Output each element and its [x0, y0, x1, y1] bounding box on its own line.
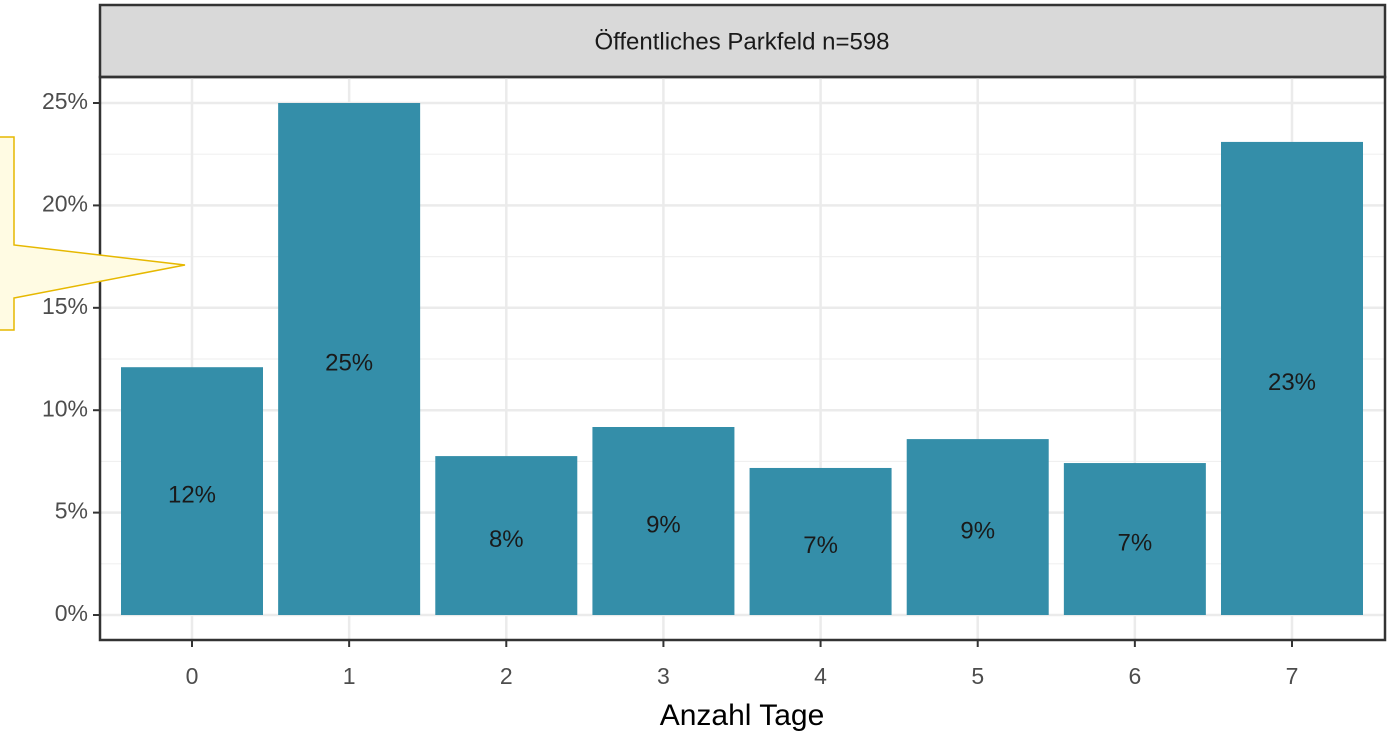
y-tick-label: 0%: [55, 600, 88, 626]
x-tick-label: 3: [657, 663, 670, 689]
bar: [278, 103, 421, 616]
bar: [1063, 463, 1206, 616]
y-tick-label: 15%: [42, 293, 88, 319]
bar: [592, 427, 735, 616]
x-tick-label: 4: [814, 663, 827, 689]
callout: [0, 136, 186, 331]
bar: [1221, 141, 1363, 616]
bar: [749, 467, 892, 616]
x-tick-label: 6: [1128, 663, 1141, 689]
y-tick-label: 25%: [42, 88, 88, 114]
value-label: 23%: [1268, 369, 1316, 396]
x-tick-label: 7: [1286, 663, 1299, 689]
bar: [121, 367, 263, 616]
value-label: 8%: [489, 526, 524, 553]
panel-border: [98, 75, 1387, 642]
plot-area: 0% 5% 10% 15% 20% 25% 12% 0 25% 1 8% 2 9% 3 7% 4 9% 5 7% 6 2…: [42, 77, 1385, 689]
value-label: 9%: [960, 517, 995, 544]
bar: [435, 456, 578, 616]
bar: [906, 439, 1049, 616]
value-label: 25%: [325, 349, 373, 376]
value-label: 9%: [646, 511, 681, 538]
x-axis-title: Anzahl Tage: [660, 699, 825, 732]
value-label: 7%: [803, 532, 838, 559]
x-tick-label: 1: [343, 663, 356, 689]
x-tick-label: 5: [971, 663, 984, 689]
value-label: 12%: [168, 481, 216, 508]
x-tick-label: 2: [500, 663, 513, 689]
value-label: 7%: [1118, 529, 1153, 556]
x-tick-label: 0: [186, 663, 199, 689]
y-tick-label: 5%: [55, 498, 88, 524]
facet-title: Öffentliches Parkfeld n=598: [594, 28, 889, 55]
facet-strip: [98, 3, 1387, 79]
y-tick-label: 10%: [42, 395, 88, 421]
y-tick-label: 20%: [42, 190, 88, 216]
